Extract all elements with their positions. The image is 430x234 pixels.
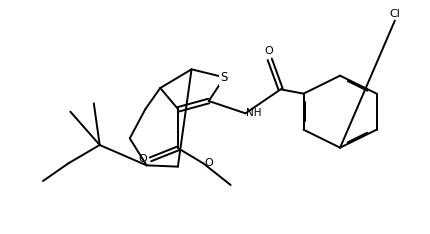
Text: O: O bbox=[139, 154, 147, 164]
Text: Cl: Cl bbox=[390, 9, 400, 19]
Text: O: O bbox=[264, 46, 273, 56]
Text: O: O bbox=[204, 158, 213, 168]
Text: S: S bbox=[221, 71, 228, 84]
Text: NH: NH bbox=[246, 108, 262, 118]
